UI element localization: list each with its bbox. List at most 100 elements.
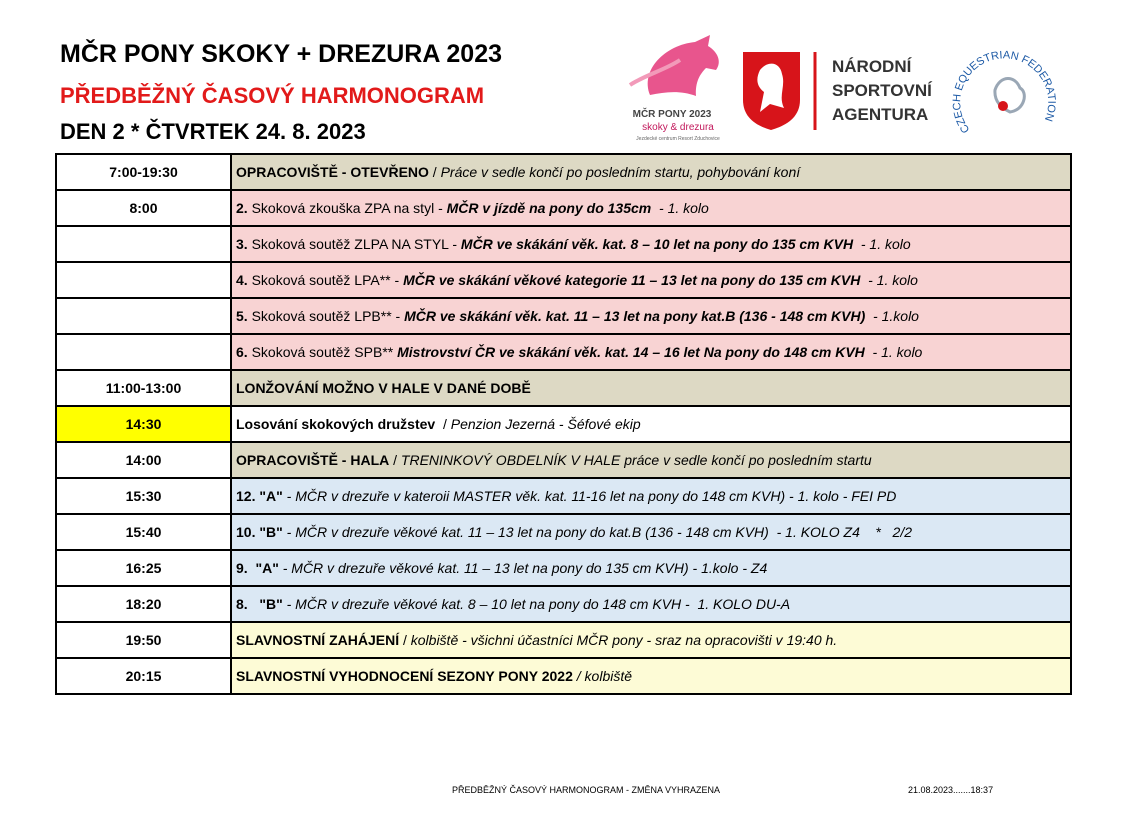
description-cell: 8. "B" - MČR v drezuře věkové kat. 8 – 1… (230, 585, 1072, 623)
federation-text: CZECH EQUESTRIAN FEDERATION (951, 49, 1057, 135)
row: 5. Skoková soutěž LPB** - MČR ve skákání… (55, 297, 1072, 335)
description-part: Mistrovství ČR ve skákání věk. kat. 14 –… (397, 344, 869, 360)
row: 15:40 10. "B" - MČR v drezuře věkové kat.… (55, 513, 1072, 551)
description-part: MČR ve skákání věk. kat. 8 – 10 let na p… (460, 236, 854, 252)
description-part: 6. (236, 344, 248, 360)
description-cell: 4. Skoková soutěž LPA** - MČR ve skákání… (230, 261, 1072, 299)
description-cell: 9. "A" - MČR v drezuře věkové kat. 11 – … (230, 549, 1072, 587)
time-cell: 7:00-19:30 (55, 153, 232, 191)
description-cell: 6. Skoková soutěž SPB** Mistrovství ČR v… (230, 333, 1072, 371)
mane (628, 58, 682, 87)
description-cell: LONŽOVÁNÍ MOŽNO V HALE V DANÉ DOBĚ (230, 369, 1072, 407)
description-part: 4. (236, 272, 248, 288)
description-part: 12. "A" (236, 488, 283, 504)
time-cell: 15:30 (55, 477, 232, 515)
emblem-dot (998, 101, 1008, 111)
description-cell: SLAVNOSTNÍ VYHODNOCENÍ SEZONY PONY 2022 … (230, 657, 1072, 695)
time-cell: 18:20 (55, 585, 232, 623)
time-cell: 19:50 (55, 621, 232, 659)
description-part: - 1. kolo (868, 344, 923, 360)
description-part: 3. (236, 236, 248, 252)
agency-line: AGENTURA (832, 105, 928, 124)
agency-line: SPORTOVNÍ (832, 81, 933, 100)
description-part: MČR v jízdě na pony do 135cm (446, 200, 656, 216)
row: 20:15 SLAVNOSTNÍ VYHODNOCENÍ SEZONY PONY … (55, 657, 1072, 695)
description-part: Skoková zkouška ZPA na styl - (247, 200, 447, 216)
time-cell: 14:30 (55, 405, 232, 443)
description-part: / (399, 632, 411, 648)
event-venue: Jezdecké centrum Resort Zduchovice (636, 136, 720, 142)
description-part: - MČR v drezuře věkové kat. 11 – 13 let … (282, 524, 912, 540)
description-part: MČR ve skákání věk. kat. 11 – 13 let na … (404, 308, 870, 324)
description-cell: 10. "B" - MČR v drezuře věkové kat. 11 –… (230, 513, 1072, 551)
logos: MČR PONY 2023 skoky & drezura Jezdecké c… (628, 35, 1057, 142)
federation: CZECH EQUESTRIAN FEDERATION (951, 49, 1057, 135)
row: 3. Skoková soutěž ZLPA NA STYL - MČR ve … (55, 225, 1072, 263)
description-part: MČR ve skákání věkové kategorie 11 – 13 … (403, 272, 865, 288)
row: 14:30 Losování skokových družstev / Penzi… (55, 405, 1072, 443)
time-cell (55, 225, 232, 263)
description-cell: OPRACOVIŠTĚ - HALA / TRENINKOVÝ OBDELNÍK… (230, 441, 1072, 479)
description-part: - MČR v drezuře věkové kat. 8 – 10 let n… (282, 596, 791, 612)
description-part: / (389, 452, 401, 468)
description-part: Skoková soutěž LPA** - (247, 272, 404, 288)
description-part: - MČR v drezuře v kateroii MASTER věk. k… (282, 488, 897, 504)
time-cell: 20:15 (55, 657, 232, 695)
description-part: - 1. kolo (655, 200, 709, 216)
time-cell (55, 297, 232, 335)
time-cell: 11:00-13:00 (55, 369, 232, 407)
row: 7:00-19:30 OPRACOVIŠTĚ - OTEVŘENO / Práce… (55, 153, 1072, 191)
description-cell: SLAVNOSTNÍ ZAHÁJENÍ / kolbiště - všichni… (230, 621, 1072, 659)
description-part: 2. (236, 200, 248, 216)
day: DEN 2 * ČTVRTEK 24. 8. 2023 (60, 119, 366, 144)
description-cell: Losování skokových družstev / Penzion Je… (230, 405, 1072, 443)
description-cell: 3. Skoková soutěž ZLPA NA STYL - MČR ve … (230, 225, 1072, 263)
description-part: / kolbiště (572, 668, 633, 684)
row: 15:30 12. "A" - MČR v drezuře v kateroii … (55, 477, 1072, 515)
time-cell: 14:00 (55, 441, 232, 479)
time-cell (55, 333, 232, 371)
description-part: SLAVNOSTNÍ ZAHÁJENÍ (236, 632, 400, 648)
footer-note: PŘEDBĚŽNÝ ČASOVÝ HARMONOGRAM - ZMĚNA VYH… (452, 785, 721, 795)
event-tagline: skoky & drezura (642, 122, 714, 133)
event-name: MČR PONY 2023 (633, 107, 712, 120)
description-part: Losování skokových družstev (236, 416, 440, 432)
row: 6. Skoková soutěž SPB** Mistrovství ČR v… (55, 333, 1072, 371)
time-cell: 8:00 (55, 189, 232, 227)
description-part: / (428, 164, 441, 180)
row: 11:00-13:00 LONŽOVÁNÍ MOŽNO V HALE V DANÉ… (55, 369, 1072, 407)
description-part: - MČR v drezuře věkové kat. 11 – 13 let … (278, 560, 768, 576)
description-part: OPRACOVIŠTĚ - HALA (236, 452, 390, 468)
description-part: Skoková soutěž ZLPA NA STYL - (247, 236, 461, 252)
agency-line: NÁRODNÍ (832, 57, 913, 76)
description-part: - 1. kolo (853, 236, 911, 252)
schedule-table: 7:00-19:30 OPRACOVIŠTĚ - OTEVŘENO / Práce… (55, 153, 1072, 695)
title: MČR PONY SKOKY + DREZURA 2023 (60, 40, 503, 68)
description-cell: OPRACOVIŠTĚ - OTEVŘENO / Práce v sedle k… (230, 153, 1072, 191)
horse-logo (647, 35, 719, 96)
description-part: kolbiště - všichni účastníci MČR pony - … (410, 632, 838, 648)
time-cell: 15:40 (55, 513, 232, 551)
description-part: TRENINKOVÝ OBDELNÍK V HALE práce v sedle… (400, 452, 872, 468)
description-part: Práce v sedle končí po posledním startu,… (440, 164, 801, 180)
description-part: Skoková soutěž LPB** - (247, 308, 405, 324)
footer-timestamp: 21.08.2023.......18:37 (908, 785, 994, 795)
subtitle: PŘEDBĚŽNÝ ČASOVÝ HARMONOGRAM (60, 83, 485, 108)
description-part: 8. "B" (236, 596, 283, 612)
description-part: 9. "A" (236, 560, 279, 576)
row: 14:00 OPRACOVIŠTĚ - HALA / TRENINKOVÝ OBD… (55, 441, 1072, 479)
description-part: - 1.kolo (869, 308, 919, 324)
description-part: Skoková soutěž SPB** (247, 344, 398, 360)
description-part: Penzion Jezerná - Šéfové ekip (450, 416, 641, 432)
row: 4. Skoková soutěž LPA** - MČR ve skákání… (55, 261, 1072, 299)
description-part: SLAVNOSTNÍ VYHODNOCENÍ SEZONY PONY 2022 (236, 668, 573, 684)
description-cell: 5. Skoková soutěž LPB** - MČR ve skákání… (230, 297, 1072, 335)
description-part: / (439, 416, 451, 432)
time-cell (55, 261, 232, 299)
description-part: LONŽOVÁNÍ MOŽNO V HALE V DANÉ DOBĚ (236, 380, 531, 396)
row: 16:25 9. "A" - MČR v drezuře věkové kat. … (55, 549, 1072, 587)
description-part: 5. (236, 308, 248, 324)
description-cell: 2. Skoková zkouška ZPA na styl - MČR v j… (230, 189, 1072, 227)
